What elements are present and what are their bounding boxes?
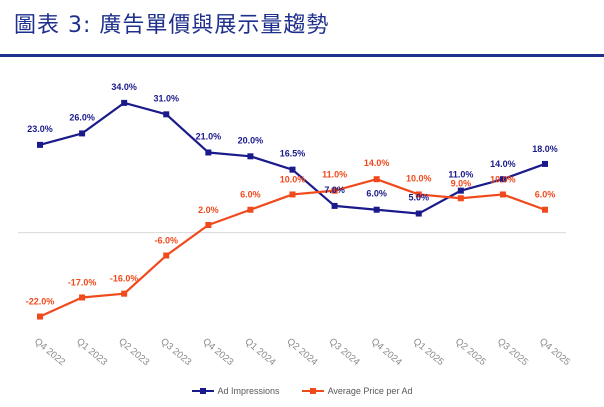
x-tick-q2-2025: Q2 2025 <box>453 336 488 368</box>
data-label-average-price-per-ad-q1-2025: 10.0% <box>406 173 432 183</box>
point-average-price-per-ad-q2-2023 <box>121 290 128 297</box>
point-ad-impressions-q3-2023 <box>163 111 170 118</box>
x-tick-q3-2024: Q3 2024 <box>327 336 362 368</box>
point-average-price-per-ad-q4-2023 <box>205 221 212 228</box>
point-average-price-per-ad-q3-2024 <box>331 187 338 194</box>
data-label-ad-impressions-q1-2023: 26.0% <box>69 112 95 122</box>
data-label-ad-impressions-q1-2025: 5.0% <box>408 193 429 203</box>
point-ad-impressions-q4-2023 <box>205 149 212 156</box>
legend-label-average-price: Average Price per Ad <box>327 386 413 396</box>
legend: Ad Impressions Average Price per Ad <box>0 383 604 399</box>
data-label-ad-impressions-q4-2025: 18.0% <box>532 144 558 154</box>
point-average-price-per-ad-q3-2025 <box>499 191 506 198</box>
point-average-price-per-ad-q4-2022 <box>37 313 43 320</box>
point-ad-impressions-q2-2024 <box>289 166 296 173</box>
series-line-average-price-per-ad <box>39 178 546 318</box>
data-label-ad-impressions-q4-2023: 21.0% <box>196 131 222 141</box>
x-tick-q3-2025: Q3 2025 <box>495 336 530 368</box>
legend-label-ad-impressions: Ad Impressions <box>217 386 280 396</box>
data-label-average-price-per-ad-q3-2025: 10.0% <box>490 174 516 184</box>
data-label-average-price-per-ad-q1-2024: 6.0% <box>240 190 261 200</box>
point-ad-impressions-q2-2025 <box>457 187 464 194</box>
x-tick-q1-2024: Q1 2024 <box>243 336 278 368</box>
data-label-average-price-per-ad-q3-2023: -6.0% <box>154 236 178 246</box>
data-label-average-price-per-ad-q4-2024: 14.0% <box>364 158 390 168</box>
data-label-ad-impressions-q3-2024: 7.0% <box>324 185 345 195</box>
legend-item-average-price: Average Price per Ad <box>301 386 413 396</box>
data-label-ad-impressions-q1-2024: 20.0% <box>238 135 264 145</box>
data-label-average-price-per-ad-q4-2022: -22.0% <box>26 297 55 307</box>
x-tick-q1-2025: Q1 2025 <box>411 336 446 368</box>
x-tick-q3-2023: Q3 2023 <box>158 336 193 368</box>
point-average-price-per-ad-q4-2024 <box>373 176 380 183</box>
data-label-ad-impressions-q2-2023: 34.0% <box>111 82 137 92</box>
data-label-ad-impressions-q2-2024: 16.5% <box>280 149 306 159</box>
x-tick-q4-2024: Q4 2024 <box>369 336 404 368</box>
point-ad-impressions-q1-2024 <box>247 153 254 160</box>
data-label-ad-impressions-q2-2025: 11.0% <box>448 170 473 180</box>
data-label-average-price-per-ad-q2-2023: -16.0% <box>110 274 139 284</box>
data-label-layer: 23.0% 26.0% 34.0% 31.0% 21.0% 20.0% 16.5% 7.0% 6… <box>26 82 558 307</box>
point-average-price-per-ad-q4-2025 <box>542 206 548 213</box>
data-label-ad-impressions-q3-2023: 31.0% <box>153 93 179 103</box>
x-tick-q4-2023: Q4 2023 <box>200 336 235 368</box>
point-average-price-per-ad-q3-2023 <box>163 252 170 259</box>
data-label-average-price-per-ad-q3-2024: 11.0% <box>322 170 347 180</box>
data-label-average-price-per-ad-q4-2023: 2.0% <box>198 205 219 215</box>
x-tick-q1-2023: Q1 2023 <box>74 336 109 368</box>
point-ad-impressions-q1-2025 <box>415 210 422 217</box>
legend-swatch-ad-impressions <box>191 388 214 394</box>
x-tick-q4-2022: Q4 2022 <box>32 336 67 368</box>
point-ad-impressions-q4-2025 <box>542 160 548 167</box>
figure-title: 圖表 3: 廣告單價與展示量趨勢 <box>14 13 330 38</box>
point-average-price-per-ad-q1-2025 <box>415 191 422 198</box>
point-average-price-per-ad-q2-2024 <box>289 191 296 198</box>
point-ad-impressions-q4-2022 <box>37 141 43 148</box>
series-layer <box>37 99 548 320</box>
data-label-average-price-per-ad-q2-2025: 9.0% <box>451 178 472 188</box>
point-average-price-per-ad-q1-2023 <box>79 294 86 301</box>
point-ad-impressions-q3-2024 <box>331 202 338 209</box>
x-tick-q2-2024: Q2 2024 <box>285 336 320 368</box>
legend-item-ad-impressions: Ad Impressions <box>191 386 280 396</box>
point-average-price-per-ad-q2-2025 <box>457 195 464 202</box>
point-ad-impressions-q1-2023 <box>79 130 86 137</box>
title-divider <box>0 54 604 57</box>
data-label-ad-impressions-q3-2025: 14.0% <box>490 159 516 169</box>
data-label-average-price-per-ad-q1-2023: -17.0% <box>68 277 97 287</box>
data-label-ad-impressions-q4-2022: 23.0% <box>27 124 53 134</box>
data-label-average-price-per-ad-q4-2025: 6.0% <box>535 190 556 200</box>
point-average-price-per-ad-q1-2024 <box>247 206 254 213</box>
x-tick-q2-2023: Q2 2023 <box>116 336 151 368</box>
x-tick-layer: Q4 2022 Q1 2023 Q2 2023 Q3 2023 Q4 2023 Q1 20… <box>32 336 572 368</box>
data-label-ad-impressions-q4-2024: 6.0% <box>366 189 387 199</box>
legend-swatch-average-price <box>301 388 324 394</box>
point-ad-impressions-q3-2025 <box>499 176 506 183</box>
point-ad-impressions-q4-2024 <box>373 206 380 213</box>
x-tick-q4-2025: Q4 2025 <box>537 336 572 368</box>
data-label-average-price-per-ad-q2-2024: 10.0% <box>280 174 306 184</box>
point-ad-impressions-q2-2023 <box>121 99 128 106</box>
